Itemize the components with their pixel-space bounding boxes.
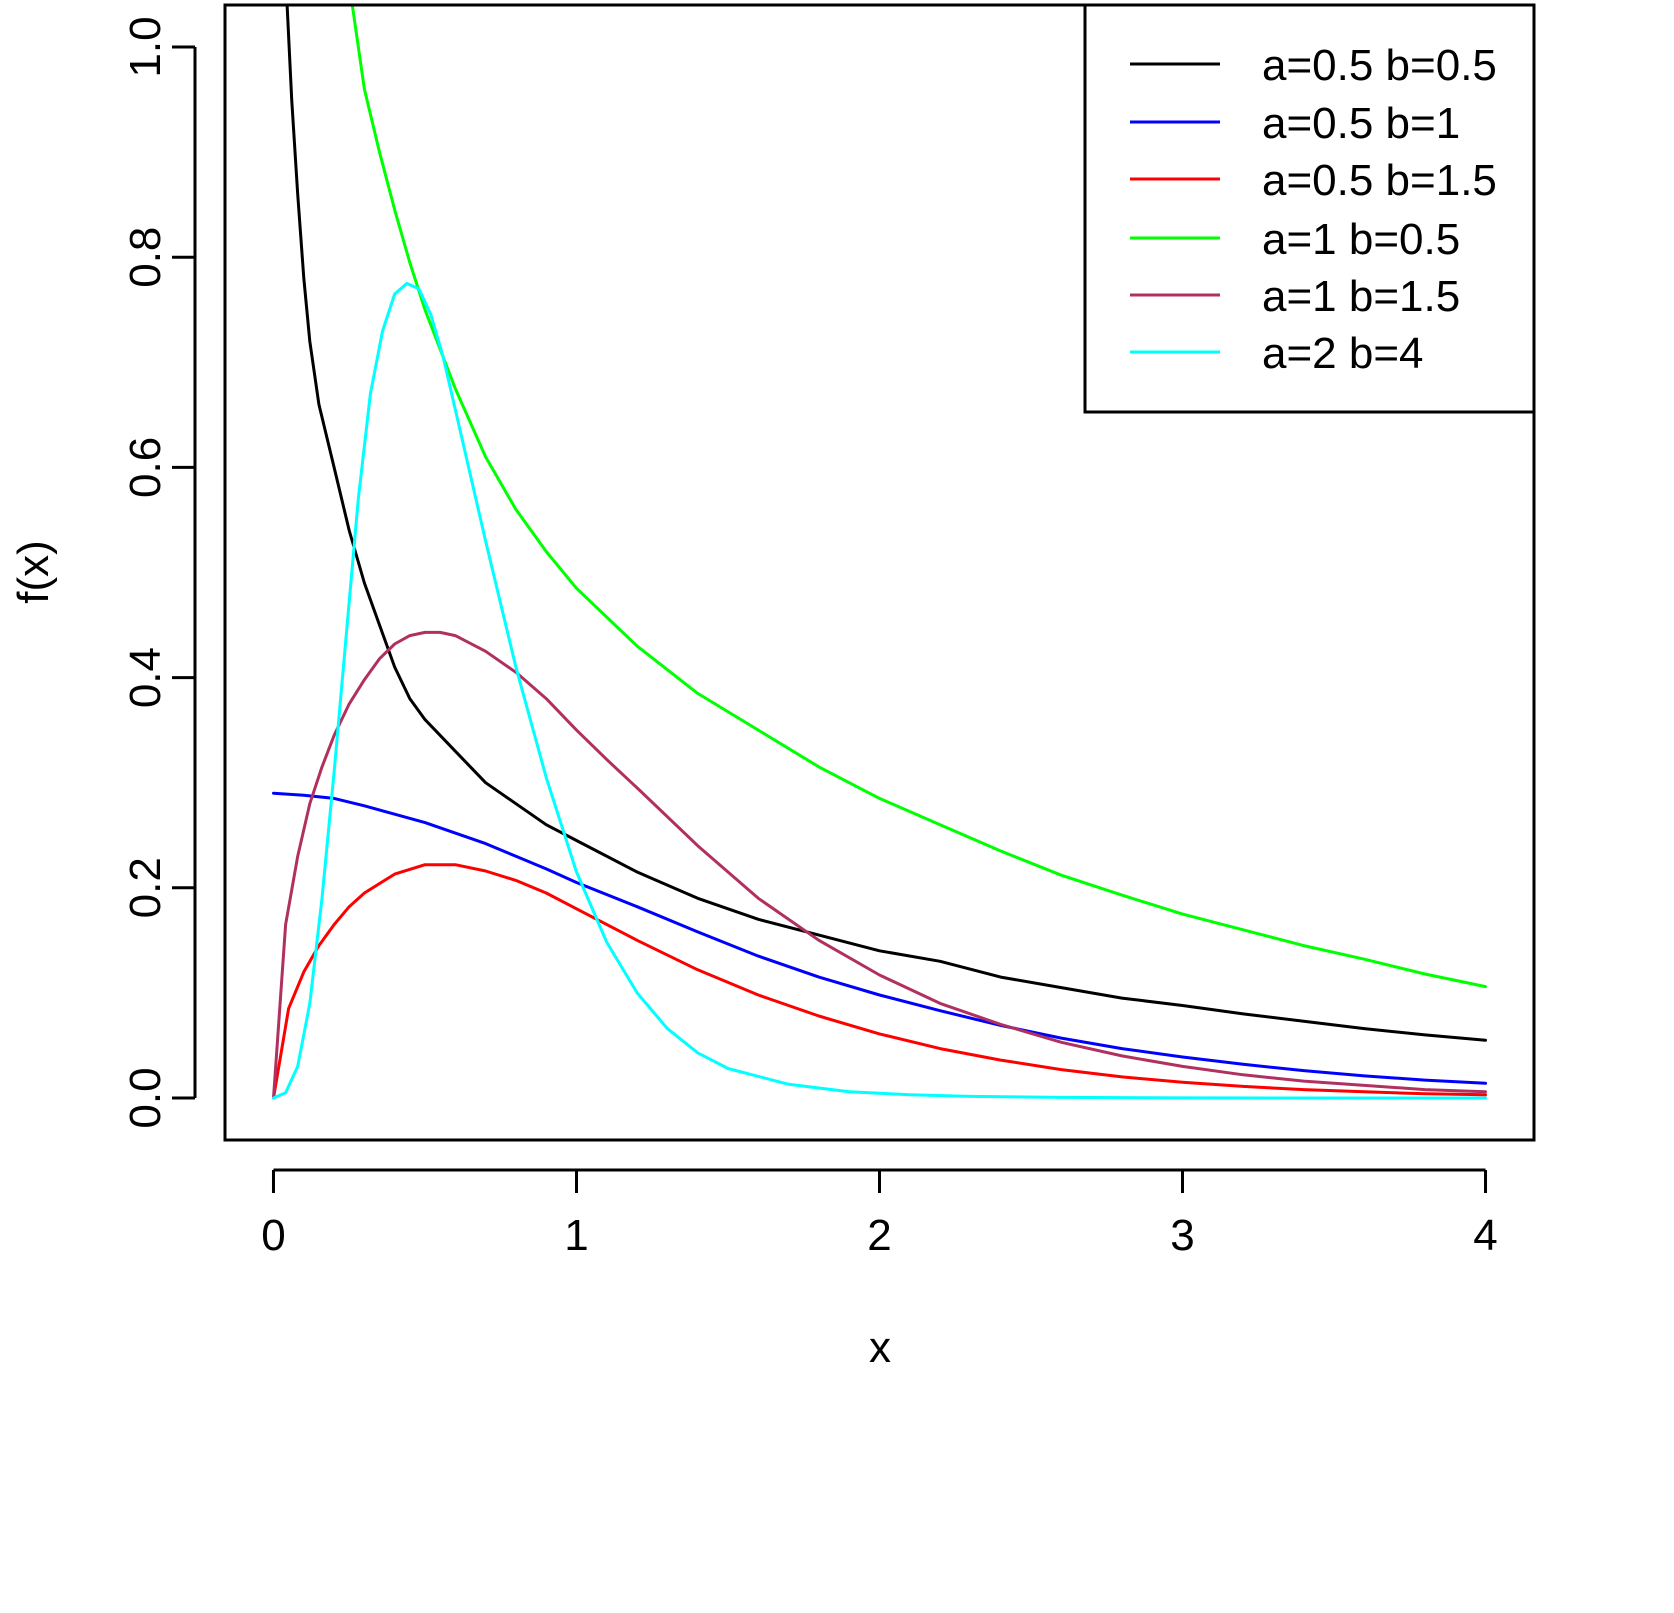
y-axis-title: f(x) — [9, 540, 58, 604]
y-tick-label: 0.6 — [121, 437, 170, 498]
y-tick-label: 1.0 — [121, 16, 170, 77]
y-tick-label: 0.8 — [121, 227, 170, 288]
x-tick-label: 2 — [867, 1211, 891, 1260]
x-tick-label: 0 — [261, 1211, 285, 1260]
plot-frame — [223, 3, 1536, 1142]
series-line-4 — [350, 5, 1487, 989]
legend-label-2: a=0.5 b=1 — [1262, 99, 1460, 148]
y-axis: 0.0 0.2 0.4 0.6 0.8 1.0 — [121, 16, 197, 1129]
series-line-6 — [272, 282, 1487, 1100]
series-line-3 — [272, 863, 1487, 1100]
series-line-2 — [272, 791, 1487, 1085]
y-tick-label: 0.4 — [121, 647, 170, 708]
legend-label-3: a=0.5 b=1.5 — [1262, 156, 1497, 205]
x-tick-label: 3 — [1170, 1211, 1194, 1260]
y-tick-label: 0.0 — [121, 1067, 170, 1128]
legend-label-5: a=1 b=1.5 — [1262, 272, 1460, 321]
series-line-1 — [285, 5, 1487, 1042]
x-tick-label: 4 — [1473, 1211, 1497, 1260]
series-line-5 — [272, 630, 1487, 1100]
legend: a=0.5 b=0.5 a=0.5 b=1 a=0.5 b=1.5 a=1 b=0.5… — [1083, 3, 1536, 414]
legend-box — [1083, 3, 1536, 414]
x-axis-title: x — [869, 1323, 891, 1372]
legend-label-1: a=0.5 b=0.5 — [1262, 41, 1497, 90]
x-axis: 0 1 2 3 4 — [261, 1168, 1498, 1260]
x-tick-label: 1 — [564, 1211, 588, 1260]
legend-label-6: a=2 b=4 — [1262, 329, 1424, 378]
series-layer — [272, 5, 1487, 1100]
legend-label-4: a=1 b=0.5 — [1262, 215, 1460, 264]
y-tick-label: 0.2 — [121, 857, 170, 918]
